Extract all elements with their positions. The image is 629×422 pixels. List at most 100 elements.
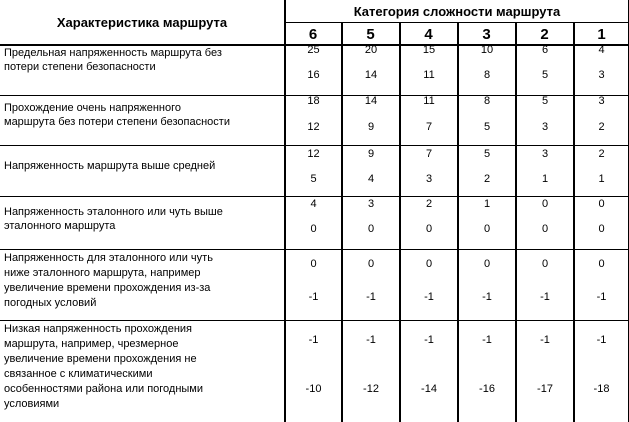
grid-line: [515, 22, 517, 422]
row-label-5: Напряженность для эталонного или чуть ниж…: [4, 251, 282, 311]
row-label-4: Напряженность эталонного или чуть выше эт…: [4, 205, 282, 233]
row-label-line: особенностями района или погодными: [4, 383, 204, 395]
row-label-2: Прохождение очень напряженного маршрута б…: [4, 101, 282, 129]
value-cell: -10: [305, 383, 322, 395]
value-cell: 0: [310, 258, 317, 270]
value-cell: -1: [596, 334, 607, 346]
value-cell: 11: [423, 95, 435, 107]
value-cell: 6: [541, 44, 549, 56]
value-cell: 2: [598, 148, 605, 160]
value-cell: 20: [364, 44, 378, 56]
grid-line: [0, 145, 629, 146]
category-4: 4: [424, 25, 433, 43]
value-cell: 0: [541, 198, 549, 210]
row-label-line: увеличение времени прохождения не: [4, 353, 197, 365]
value-cell: 1: [541, 173, 549, 185]
value-cell: 14: [364, 95, 378, 107]
value-cell: 0: [483, 223, 491, 235]
value-cell: 14: [364, 69, 378, 81]
value-cell: 7: [425, 148, 433, 160]
value-cell: 0: [483, 258, 491, 270]
value-cell: 0: [425, 258, 433, 270]
characteristic-header: Характеристика маршрута: [56, 14, 228, 30]
value-cell: -1: [308, 291, 319, 303]
value-cell: 3: [425, 173, 433, 185]
value-cell: 9: [367, 121, 375, 133]
value-cell: -17: [537, 383, 553, 395]
value-cell: -1: [540, 291, 550, 303]
row-label-line: условиями: [4, 398, 60, 410]
category-header: Категория сложности маршрута: [353, 4, 561, 19]
row-label-line: увеличение времени прохождения из-за: [4, 282, 211, 294]
value-cell: 3: [598, 95, 605, 107]
value-cell: 0: [541, 258, 549, 270]
grid-line: [284, 22, 629, 23]
value-cell: 0: [598, 198, 605, 210]
grid-line: [341, 22, 343, 422]
value-cell: 5: [310, 173, 317, 185]
category-3: 3: [482, 25, 491, 43]
grid-line: [0, 196, 629, 197]
value-cell: 0: [598, 223, 605, 235]
row-label-line: погодных условий: [4, 297, 97, 309]
category-6: 6: [308, 25, 318, 43]
row-label-line: эталонного маршрута: [4, 220, 116, 232]
value-cell: 5: [483, 148, 491, 160]
value-cell: 25: [307, 44, 320, 56]
value-cell: -1: [596, 291, 607, 303]
value-cell: -1: [482, 334, 492, 346]
row-label-1: Предельная напряженность маршрута без пот…: [4, 46, 282, 74]
value-cell: -18: [593, 383, 610, 395]
value-cell: -1: [540, 334, 550, 346]
value-cell: -12: [363, 383, 379, 395]
grid-line: [457, 22, 459, 422]
value-cell: 18: [307, 95, 320, 107]
grid-line: [0, 44, 629, 46]
row-label-line: Предельная напряженность маршрута без: [4, 47, 222, 59]
grid-line: [399, 22, 401, 422]
value-cell: 5: [541, 69, 549, 81]
value-cell: 12: [307, 121, 320, 133]
row-label-line: потери степени безопасности: [4, 61, 156, 73]
grid-line: [0, 95, 629, 96]
value-cell: 12: [307, 148, 320, 160]
value-cell: 4: [598, 44, 605, 56]
value-cell: 0: [541, 223, 549, 235]
value-cell: -1: [366, 291, 376, 303]
row-label-line: связанное с климатическими: [4, 368, 153, 380]
value-cell: 2: [598, 121, 605, 133]
value-cell: 4: [310, 198, 317, 210]
value-cell: 9: [367, 148, 375, 160]
row-label-line: ниже эталонного маршрута, например: [4, 267, 201, 279]
value-cell: 2: [483, 173, 491, 185]
value-cell: 3: [367, 198, 375, 210]
value-cell: 0: [310, 223, 317, 235]
row-label-line: Напряженность эталонного или чуть выше: [4, 206, 223, 218]
value-cell: -1: [424, 291, 434, 303]
value-cell: 8: [483, 95, 491, 107]
value-cell: 0: [425, 223, 433, 235]
row-label-line: Прохождение очень напряженного: [4, 102, 181, 114]
value-cell: -14: [421, 383, 437, 395]
value-cell: 5: [483, 121, 491, 133]
value-cell: 8: [483, 69, 491, 81]
row-label-line: Низкая напряженность прохождения: [4, 323, 192, 335]
row-label-line: маршрута, например, чрезмерное: [4, 338, 179, 350]
value-cell: 4: [367, 173, 375, 185]
value-cell: 2: [425, 198, 433, 210]
value-cell: 0: [367, 258, 375, 270]
value-cell: 16: [307, 69, 320, 81]
grid-line: [284, 0, 286, 422]
value-cell: 10: [480, 44, 494, 56]
value-cell: 1: [598, 173, 605, 185]
value-cell: 7: [425, 121, 433, 133]
value-cell: 0: [367, 223, 375, 235]
value-cell: 3: [541, 121, 549, 133]
category-1: 1: [597, 25, 606, 43]
value-cell: 3: [598, 69, 605, 81]
value-cell: -16: [479, 383, 495, 395]
row-label-3: Напряженность маршрута выше средней: [4, 159, 282, 173]
value-cell: 1: [483, 198, 491, 210]
value-cell: 0: [598, 258, 605, 270]
